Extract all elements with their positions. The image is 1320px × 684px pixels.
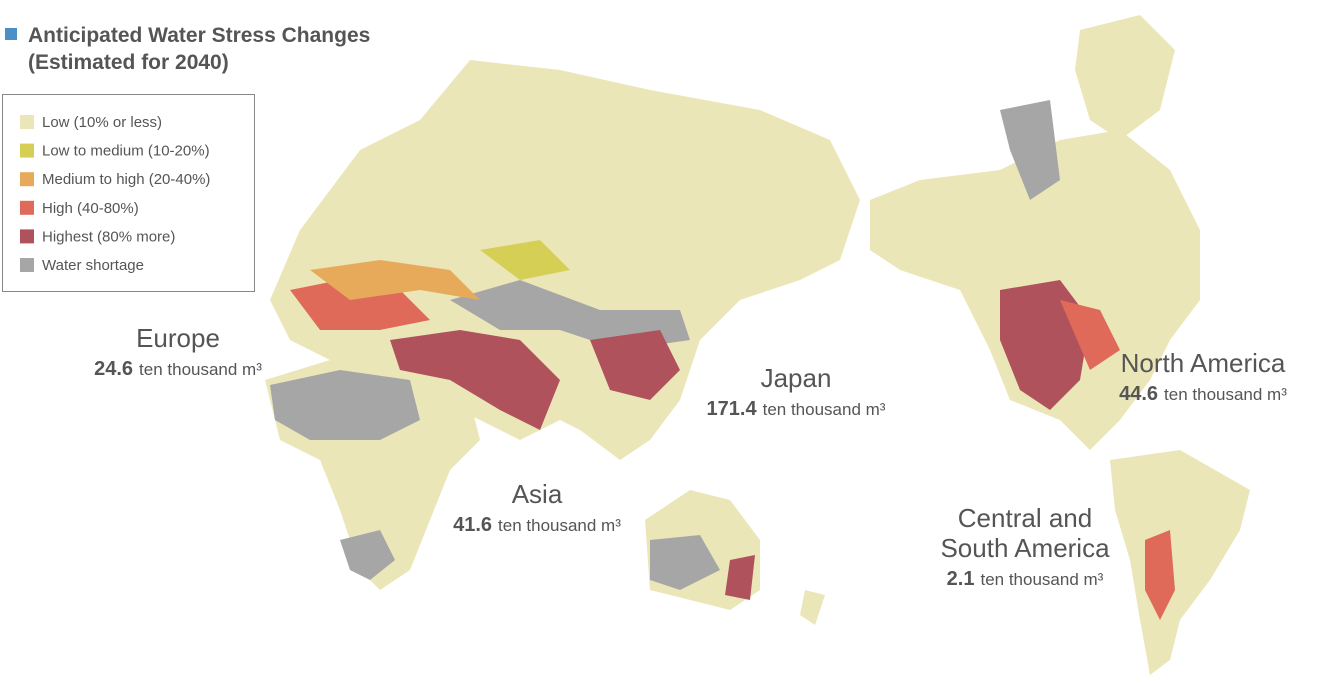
legend-swatch [20,172,34,187]
region-name: Europe [136,323,220,353]
region-name: North America [1121,348,1286,378]
legend-swatch [20,115,34,129]
region-value: 2.1 ten thousand m³ [947,568,1104,590]
legend-swatch [20,229,34,244]
legend-label: High (40-80%) [42,200,139,217]
value: 171.4 [707,398,758,420]
value: 41.6 [453,514,492,536]
region-value: 24.6 ten thousand m³ [94,358,262,380]
region-value: 41.6 ten thousand m³ [453,514,621,536]
value: 24.6 [94,358,133,380]
legend-label: Low (10% or less) [42,114,162,131]
legend-swatch [20,258,34,272]
world-map [265,15,1250,675]
legend-box [2,94,255,292]
legend-label: Highest (80% more) [42,228,175,245]
value: 44.6 [1119,383,1158,405]
legend-label: Water shortage [42,257,144,274]
region-name: Asia [512,479,563,509]
value: 2.1 [947,568,975,590]
unit: ten thousand m³ [1164,385,1287,404]
region-name: Central and [958,503,1092,533]
legend-label: Low to medium (10-20%) [42,143,210,160]
unit: ten thousand m³ [498,516,621,535]
legend-swatch [20,143,34,158]
unit: ten thousand m³ [139,360,262,379]
region-value: 171.4 ten thousand m³ [707,398,886,420]
region-name: South America [940,533,1110,563]
legend-label: Medium to high (20-40%) [42,171,210,188]
title-marker [5,28,17,40]
unit: ten thousand m³ [980,570,1103,589]
title: (Estimated for 2040) [28,51,229,74]
region-value: 44.6 ten thousand m³ [1119,383,1287,405]
region-name: Japan [761,363,832,393]
legend: Low (10% or less) Low to medium (10-20%) M… [20,114,210,274]
unit: ten thousand m³ [763,400,886,419]
title: Anticipated Water Stress Changes [28,24,370,47]
legend-swatch [20,200,34,215]
